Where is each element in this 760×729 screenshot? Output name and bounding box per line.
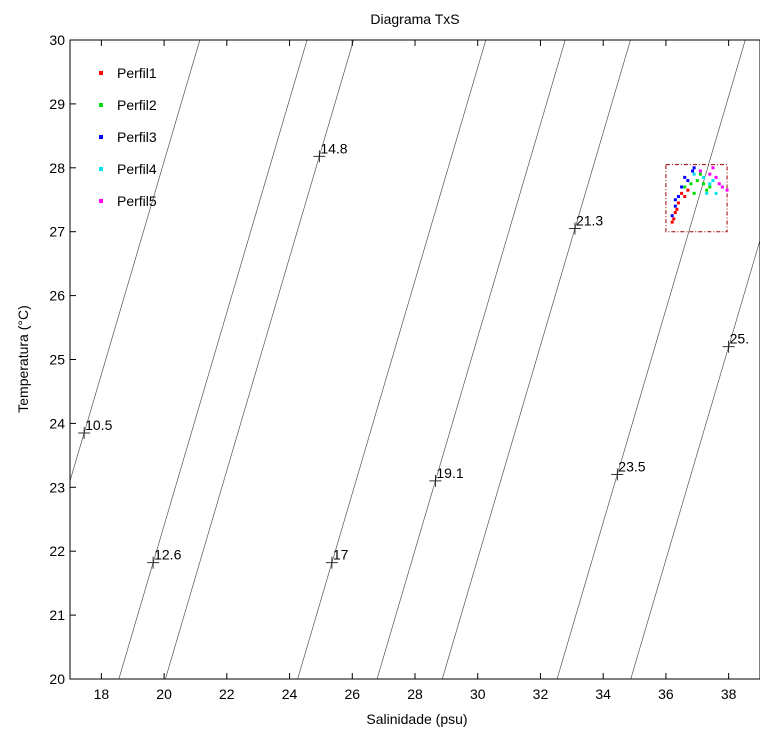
data-point-perfil1-1 xyxy=(673,211,677,215)
data-point-perfil1-0 xyxy=(670,220,674,224)
isopycnal-line-3 xyxy=(297,40,487,679)
legend-label-perfil2: Perfil2 xyxy=(117,97,157,113)
isopycnal-line-0 xyxy=(70,40,201,483)
y-tick-label-5: 25 xyxy=(49,352,65,368)
data-point-perfil1-4 xyxy=(683,195,687,199)
legend: Perfil1 Perfil2 Perfil3 Perfil4 Perfil5 xyxy=(99,65,157,209)
data-point-perfil5-4 xyxy=(725,188,729,192)
isopycnal-line-7 xyxy=(630,238,760,679)
zoom-box xyxy=(665,164,728,233)
x-tick-label-4: 26 xyxy=(344,686,360,702)
x-tick-label-3: 24 xyxy=(282,686,298,702)
data-point-perfil5-1 xyxy=(708,172,712,176)
data-point-perfil5-0 xyxy=(698,169,702,173)
data-point-perfil2-5 xyxy=(692,191,696,195)
data-point-perfil2-7 xyxy=(705,188,709,192)
isopycnal-line-2 xyxy=(165,40,354,679)
data-point-perfil3-8 xyxy=(683,175,687,179)
data-point-perfil1-2 xyxy=(676,201,680,205)
y-tick-label-6: 26 xyxy=(49,288,65,304)
chart-title: Diagrama TxS xyxy=(370,11,459,27)
isopycnal-label-7: 25. xyxy=(730,331,749,347)
data-point-perfil3-3 xyxy=(680,185,684,189)
data-point-perfil5-6 xyxy=(711,166,715,170)
y-tick-label-10: 30 xyxy=(49,32,65,48)
y-tick-label-3: 23 xyxy=(49,479,65,495)
isopycnal-labels: 10.5 12.6 14.8 17 19.1 21.3 23.5 25. xyxy=(78,140,749,569)
x-tick-label-9: 36 xyxy=(658,686,674,702)
data-point-perfil5-2 xyxy=(714,175,718,179)
y-tick-label-8: 28 xyxy=(49,160,65,176)
legend-label-perfil3: Perfil3 xyxy=(117,129,157,145)
y-tick-label-0: 20 xyxy=(49,671,65,687)
data-point-perfil4-5 xyxy=(711,179,715,183)
isopycnal-label-4: 19.1 xyxy=(436,465,463,481)
isopycnal-line-1 xyxy=(118,40,308,679)
data-point-perfil2-0 xyxy=(683,185,687,189)
x-tick-label-10: 38 xyxy=(721,686,737,702)
isopycnal-line-5 xyxy=(441,40,631,679)
data-point-perfil3-0 xyxy=(670,214,674,218)
legend-marker-perfil4 xyxy=(99,167,103,171)
data-point-perfil1-7 xyxy=(675,207,679,211)
isopycnal-label-3: 17 xyxy=(333,547,349,563)
legend-label-perfil4: Perfil4 xyxy=(117,161,157,177)
x-axis-label: Salinidade (psu) xyxy=(366,711,467,727)
x-tick-label-8: 34 xyxy=(595,686,611,702)
isopycnal-label-5: 21.3 xyxy=(576,213,603,229)
x-tick-label-6: 30 xyxy=(470,686,486,702)
axes: 18 20 22 24 26 28 30 32 34 36 38 20 21 22 23 24 25 26 27 28… xyxy=(49,32,760,702)
data-point-perfil2-3 xyxy=(702,182,706,186)
x-tick-label-5: 28 xyxy=(407,686,423,702)
x-tick-label-1: 20 xyxy=(156,686,172,702)
data-point-perfil1-5 xyxy=(686,188,690,192)
zoom-box-group xyxy=(665,164,728,233)
data-point-perfil3-1 xyxy=(673,204,677,208)
data-point-perfil3-7 xyxy=(673,198,677,202)
isopycnal-line-4 xyxy=(376,40,566,679)
data-point-perfil1-3 xyxy=(680,191,684,195)
legend-label-perfil5: Perfil5 xyxy=(117,193,157,209)
data-point-perfil4-3 xyxy=(714,191,718,195)
y-tick-label-9: 29 xyxy=(49,96,65,112)
data-point-perfil1-6 xyxy=(672,217,676,221)
data-point-perfil5-3 xyxy=(720,185,724,189)
data-point-perfil2-4 xyxy=(708,185,712,189)
data-point-perfil3-4 xyxy=(686,179,690,183)
x-tick-label-0: 18 xyxy=(94,686,110,702)
isopycnal-lines xyxy=(70,40,760,679)
data-point-perfil4-2 xyxy=(708,182,712,186)
y-axis-label: Temperatura (°C) xyxy=(15,305,31,413)
data-point-perfil4-6 xyxy=(705,191,709,195)
legend-marker-perfil1 xyxy=(99,71,103,75)
legend-label-perfil1: Perfil1 xyxy=(117,65,157,81)
isopycnal-label-1: 12.6 xyxy=(154,547,181,563)
legend-marker-perfil5 xyxy=(99,199,103,203)
data-point-perfil3-2 xyxy=(676,195,680,199)
x-tick-label-2: 22 xyxy=(219,686,235,702)
y-tick-label-2: 22 xyxy=(49,543,65,559)
data-point-perfil4-0 xyxy=(692,172,696,176)
data-point-perfil2-1 xyxy=(689,182,693,186)
isopycnal-label-0: 10.5 xyxy=(85,417,112,433)
y-tick-label-4: 24 xyxy=(49,415,65,431)
x-tick-label-7: 32 xyxy=(533,686,549,702)
data-point-perfil5-5 xyxy=(717,182,721,186)
legend-marker-perfil3 xyxy=(99,135,103,139)
data-point-perfil2-6 xyxy=(698,172,702,176)
data-point-perfil3-6 xyxy=(692,166,696,170)
data-point-perfil2-2 xyxy=(695,179,699,183)
data-point-perfil4-1 xyxy=(702,175,706,179)
isopycnal-label-6: 23.5 xyxy=(618,459,645,475)
y-tick-label-1: 21 xyxy=(49,607,65,623)
isopycnal-label-2: 14.8 xyxy=(320,140,347,156)
legend-marker-perfil2 xyxy=(99,103,103,107)
data-points xyxy=(670,166,729,224)
plot-frame xyxy=(69,39,760,680)
data-point-perfil3-5 xyxy=(691,169,695,173)
isopycnal-line-6 xyxy=(556,40,746,679)
y-tick-label-7: 27 xyxy=(49,224,65,240)
